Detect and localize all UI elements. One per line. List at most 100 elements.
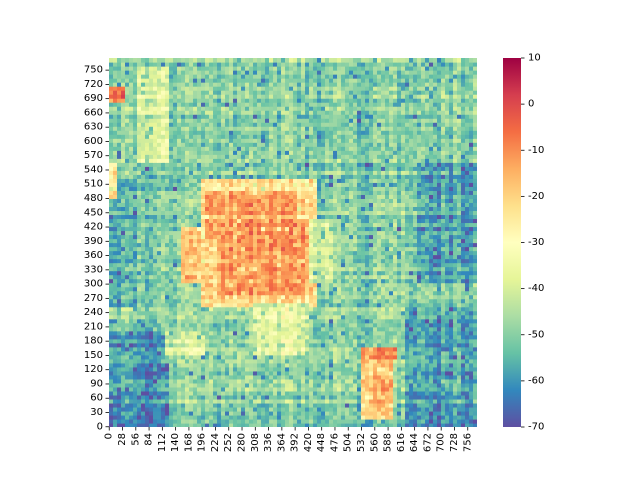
heatmap-cell (449, 290, 454, 296)
heatmap-cell (153, 398, 158, 404)
heatmap-cell (213, 386, 218, 392)
heatmap-cell (173, 302, 178, 308)
heatmap-cell (437, 270, 442, 276)
heatmap-cell (149, 238, 154, 244)
heatmap-cell (233, 414, 238, 420)
heatmap-cell (109, 306, 114, 312)
heatmap-cell (161, 310, 166, 316)
heatmap-cell (309, 394, 314, 400)
heatmap-cell (189, 270, 194, 276)
heatmap-cell (405, 354, 410, 360)
heatmap-cell (445, 378, 450, 384)
heatmap-cell (193, 322, 198, 328)
heatmap-cell (225, 282, 230, 288)
heatmap-cell (245, 406, 250, 412)
heatmap-cell (141, 326, 146, 332)
heatmap-cell (445, 214, 450, 220)
heatmap-cell (241, 414, 246, 420)
heatmap-cell (125, 266, 130, 272)
heatmap-cell (177, 206, 182, 212)
heatmap-cell (109, 206, 114, 212)
heatmap-cell (389, 370, 394, 376)
heatmap-cell (437, 330, 442, 336)
heatmap-cell (257, 282, 262, 288)
heatmap-cell (145, 338, 150, 344)
heatmap-cell (473, 286, 477, 292)
heatmap-cell (133, 362, 138, 368)
heatmap-cell (413, 402, 418, 408)
heatmap-cell (373, 326, 378, 332)
heatmap-cell (297, 402, 302, 408)
heatmap-cell (425, 302, 430, 308)
heatmap-cell (341, 318, 346, 324)
heatmap-cell (181, 294, 186, 300)
heatmap-cell (121, 358, 126, 364)
heatmap-cell (205, 326, 210, 332)
heatmap-cell (233, 374, 238, 380)
heatmap-cell (197, 206, 202, 212)
heatmap-cell (173, 390, 178, 396)
heatmap-cell (373, 314, 378, 320)
heatmap-cell (201, 326, 206, 332)
heatmap-cell (425, 286, 430, 292)
heatmap-cell (261, 306, 266, 312)
heatmap-cell (277, 286, 282, 292)
heatmap-cell (153, 214, 158, 220)
heatmap-cell (369, 246, 374, 252)
heatmap-cell (145, 302, 150, 308)
heatmap-cell (329, 234, 334, 240)
heatmap-cell (149, 370, 154, 376)
heatmap-cell (225, 250, 230, 256)
heatmap-cell (313, 418, 318, 424)
heatmap-cell (429, 254, 434, 260)
heatmap-cell (125, 402, 130, 408)
heatmap-cell (297, 222, 302, 228)
heatmap-cell (109, 330, 114, 336)
heatmap-cell (289, 406, 294, 412)
heatmap-cell (405, 286, 410, 292)
heatmap-cell (313, 410, 318, 416)
heatmap-cell (401, 262, 406, 268)
heatmap-cell (221, 346, 226, 352)
heatmap-cell (357, 314, 362, 320)
heatmap-cell (301, 226, 306, 232)
heatmap-cell (253, 266, 258, 272)
heatmap-cell (273, 282, 278, 288)
heatmap-cell (145, 294, 150, 300)
heatmap-cell (145, 386, 150, 392)
heatmap-cell (381, 402, 386, 408)
heatmap-cell (373, 298, 378, 304)
heatmap-cell (461, 394, 466, 400)
heatmap-cell (361, 226, 366, 232)
heatmap-cell (233, 318, 238, 324)
heatmap-cell (157, 354, 162, 360)
heatmap-cell (449, 258, 454, 264)
heatmap-cell (365, 250, 370, 256)
heatmap-cell (201, 298, 206, 304)
heatmap-cell (393, 414, 398, 420)
heatmap-cell (409, 322, 414, 328)
heatmap-cell (341, 250, 346, 256)
heatmap-cell (249, 402, 254, 408)
heatmap-cell (389, 350, 394, 356)
heatmap-cell (137, 410, 142, 416)
heatmap-cell (397, 214, 402, 220)
heatmap-cell (425, 230, 430, 236)
heatmap-cell (437, 334, 442, 340)
heatmap-cell (369, 230, 374, 236)
heatmap-cell (165, 298, 170, 304)
heatmap-cell (333, 290, 338, 296)
heatmap-cell (369, 330, 374, 336)
heatmap-cell (341, 230, 346, 236)
heatmap-cell (125, 390, 130, 396)
heatmap-cell (269, 362, 274, 368)
heatmap-cell (429, 282, 434, 288)
heatmap-cell (269, 378, 274, 384)
heatmap-cell (365, 366, 370, 372)
heatmap-cell (381, 418, 386, 424)
heatmap-cell (369, 282, 374, 288)
heatmap-cell (309, 330, 314, 336)
heatmap-cell (365, 370, 370, 376)
heatmap-cell (269, 414, 274, 420)
heatmap-cell (297, 290, 302, 296)
